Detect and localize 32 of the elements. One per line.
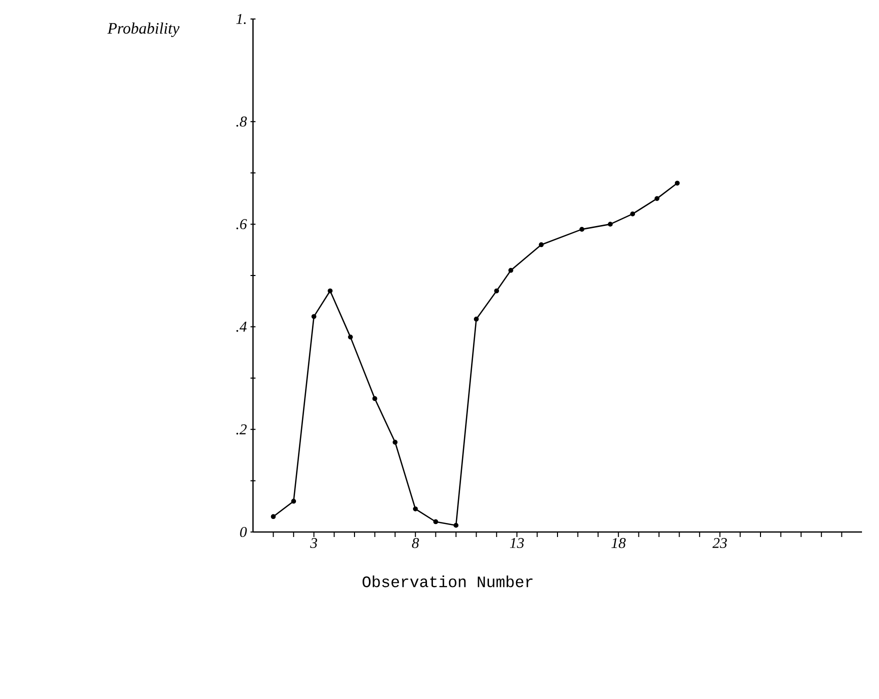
point	[494, 288, 500, 294]
point	[654, 196, 660, 201]
y-tick-label: .2	[236, 424, 247, 434]
point	[348, 334, 353, 340]
point	[372, 396, 378, 402]
point	[328, 288, 333, 294]
point	[454, 522, 458, 528]
point	[270, 514, 276, 520]
point	[412, 506, 418, 512]
x-axis-title: Observation Number	[362, 576, 533, 588]
y-tick-label: 1.	[236, 14, 246, 24]
x-tick-label: 23	[712, 538, 727, 548]
point	[630, 211, 636, 216]
y-tick-label: .6	[236, 219, 247, 230]
x-tick-label: 8	[412, 538, 419, 548]
point	[674, 180, 680, 186]
x-tick-label: 13	[510, 538, 524, 548]
y-tick-label: .4	[236, 322, 247, 332]
point	[433, 519, 438, 524]
point	[311, 314, 316, 319]
point	[291, 498, 296, 504]
y-tick-label: 0	[240, 526, 247, 538]
y-axis-title: Probability	[107, 22, 180, 38]
point	[538, 242, 544, 248]
point	[608, 222, 613, 227]
point	[474, 316, 479, 322]
point	[508, 268, 514, 273]
point	[579, 226, 584, 232]
point	[392, 440, 398, 445]
x-tick-label: 3	[310, 538, 318, 548]
x-tick-label: 18	[611, 538, 626, 548]
y-tick-label: .8	[236, 116, 247, 127]
